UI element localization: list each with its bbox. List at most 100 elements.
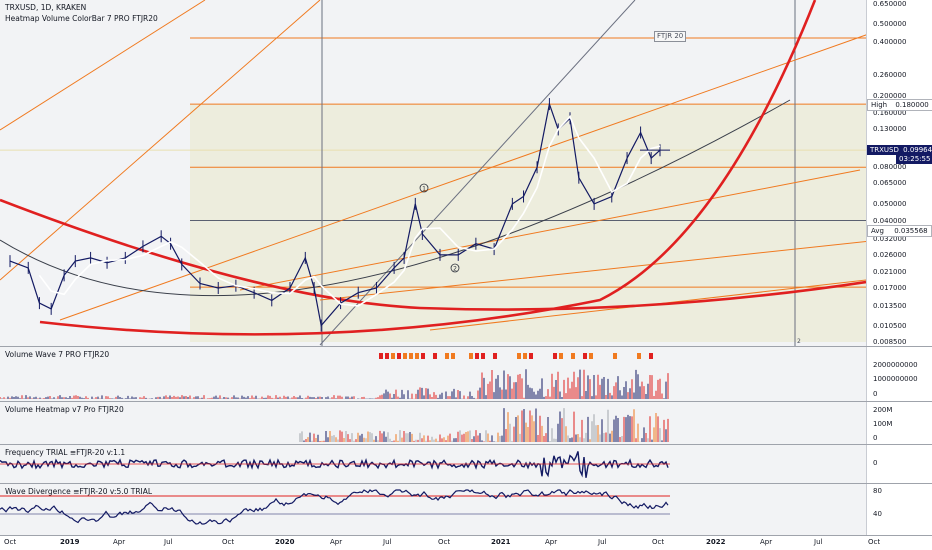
volume-wave-marker (553, 353, 557, 359)
price-tick: 0.026000 (873, 250, 907, 259)
price-tick: 0.065000 (873, 179, 907, 188)
wave-1-label: 1 (422, 186, 426, 193)
frequency-chart (0, 451, 670, 478)
time-tick: Jul (383, 538, 392, 546)
price-tick: 0.130000 (873, 125, 907, 134)
price-tick: 0.200000 (873, 91, 907, 100)
time-tick: 2021 (491, 538, 511, 546)
volume-wave-marker (529, 353, 533, 359)
time-tick: Oct (438, 538, 451, 546)
volume-wave-marker (475, 353, 479, 359)
red-curve (0, 198, 866, 311)
volume-wave-pane[interactable]: Volume Wave 7 PRO FTJR20 (0, 347, 866, 401)
time-tick: Apr (330, 538, 343, 546)
volume-wave-marker (391, 353, 395, 359)
wave-2-marker (450, 263, 460, 273)
volume-wave-marker (493, 353, 497, 359)
volume-wave-marker (517, 353, 521, 359)
price-tick: 0.260000 (873, 71, 907, 80)
high-tag: High 0.180000 (867, 99, 932, 111)
volume-wave-title[interactable]: Volume Wave 7 PRO FTJR20 (5, 350, 110, 359)
arc-curve (0, 99, 791, 297)
vh-tick: 200M (873, 406, 893, 414)
volume-wave-marker (523, 353, 527, 359)
wave-divergence-pane[interactable]: Wave Divergence ≡FTJR-20 v:5.0 TRIAL (0, 484, 866, 535)
volume-wave-marker (409, 353, 413, 359)
last-tag-value: 0.099648 (903, 146, 932, 154)
volume-wave-marker (469, 353, 473, 359)
fib-fan-line (0, 0, 321, 281)
wave-divergence-title[interactable]: Wave Divergence ≡FTJR-20 v:5.0 TRIAL (5, 487, 153, 496)
marker-label: 2 (797, 338, 801, 345)
price-tick: 0.008500 (873, 338, 907, 346)
fib-fan-line (59, 34, 866, 321)
volume-wave-marker (385, 353, 389, 359)
volume-wave-marker (451, 353, 455, 359)
time-tick: Oct (4, 538, 17, 546)
high-tag-label: High (871, 101, 888, 109)
indicator-title[interactable]: Heatmap Volume ColorBar 7 PRO FTJR20 (5, 14, 158, 23)
time-tick: Jul (814, 538, 823, 546)
price-tick: 0.500000 (873, 20, 907, 29)
fq-tick: 0 (873, 459, 878, 467)
volume-wave-marker (571, 353, 575, 359)
volume-wave-marker (589, 353, 593, 359)
countdown-tag: 03:25:55 (896, 154, 932, 164)
vw-tick: 1000000000 (873, 375, 918, 383)
volume-wave-marker (397, 353, 401, 359)
wave-divergence-chart (0, 489, 670, 525)
price-tick: 0.080000 (873, 163, 907, 172)
vw-tick: 2000000000 (873, 361, 918, 369)
price-tick: 0.010500 (873, 321, 907, 330)
time-tick: Jul (164, 538, 173, 546)
price-axis[interactable]: 0.650000 0.500000 0.400000 0.260000 0.200000… (866, 0, 932, 346)
trend-line (319, 0, 636, 346)
wave-2-label: 2 (453, 266, 457, 273)
price-tick: 0.013500 (873, 301, 907, 310)
time-axis[interactable]: Oct 2019 Apr Jul Oct 2020 Apr Jul Oct 2021 Apr Jul O… (0, 536, 932, 550)
volume-heatmap-pane[interactable]: Volume Heatmap v7 Pro FTJR20 (0, 402, 866, 444)
volume-wave-marker (433, 353, 437, 359)
time-tick: Oct (652, 538, 665, 546)
volume-wave-marker (403, 353, 407, 359)
moving-average (38, 115, 661, 307)
time-tick: Apr (113, 538, 126, 546)
price-chart[interactable]: 1 2 2 (0, 0, 866, 346)
time-tick: Jul (598, 538, 607, 546)
volume-wave-marker (637, 353, 641, 359)
fib-fan-line (239, 169, 861, 291)
price-tick: 0.160000 (873, 109, 907, 118)
chart-symbol-title: TRXUSD, 1D, KRAKEN (5, 3, 87, 12)
fib-fan-line (0, 0, 206, 131)
range-zone (190, 104, 866, 342)
volume-wave-marker (583, 353, 587, 359)
time-tick: Oct (222, 538, 235, 546)
frequency-axis: 0 (866, 445, 932, 483)
time-tick: 2022 (706, 538, 726, 546)
frequency-pane[interactable]: Frequency TRIAL ≡FTJR-20 v:1.1 (0, 445, 866, 483)
volume-wave-marker (421, 353, 425, 359)
wd-tick: 80 (873, 487, 882, 495)
volume-wave-chart (0, 353, 669, 399)
wd-tick: 40 (873, 510, 882, 518)
vh-tick: 0 (873, 434, 878, 442)
price-tick: 0.032000 (873, 234, 907, 243)
divergence-line (0, 489, 669, 525)
frequency-title[interactable]: Frequency TRIAL ≡FTJR-20 v:1.1 (5, 448, 126, 457)
high-tag-value: 0.180000 (895, 101, 929, 109)
volume-heatmap-chart (299, 408, 669, 442)
time-tick: Apr (760, 538, 773, 546)
avg-tag-label: Avg (871, 227, 884, 235)
avg-tag-value: 0.035568 (894, 227, 928, 235)
volume-heatmap-title[interactable]: Volume Heatmap v7 Pro FTJR20 (5, 405, 124, 414)
volume-wave-marker (649, 353, 653, 359)
price-tick: 0.040000 (873, 217, 907, 226)
vw-tick: 0 (873, 390, 878, 398)
volume-heatmap-axis: 200M 100M 0 (866, 402, 932, 444)
price-tick: 0.017000 (873, 283, 907, 292)
volume-wave-marker (481, 353, 485, 359)
price-pane[interactable]: 1 2 2 TRXUSD, 1D, KRAKEN Heatmap Volume Co… (0, 0, 866, 346)
volume-wave-marker (445, 353, 449, 359)
vh-tick: 100M (873, 420, 893, 428)
red-curve (39, 0, 817, 336)
